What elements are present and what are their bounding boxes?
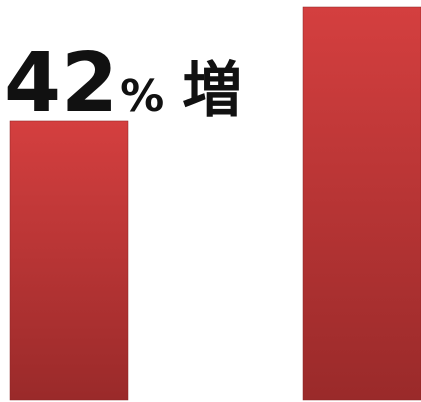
annotation-percent: % xyxy=(120,71,164,122)
annotation-suffix: 増 xyxy=(182,56,242,126)
bars-group xyxy=(9,6,421,401)
increase-annotation: 42% 増 xyxy=(4,36,242,131)
bar-1 xyxy=(9,120,129,401)
annotation-number: 42 xyxy=(4,36,118,131)
bar-2 xyxy=(302,6,421,401)
